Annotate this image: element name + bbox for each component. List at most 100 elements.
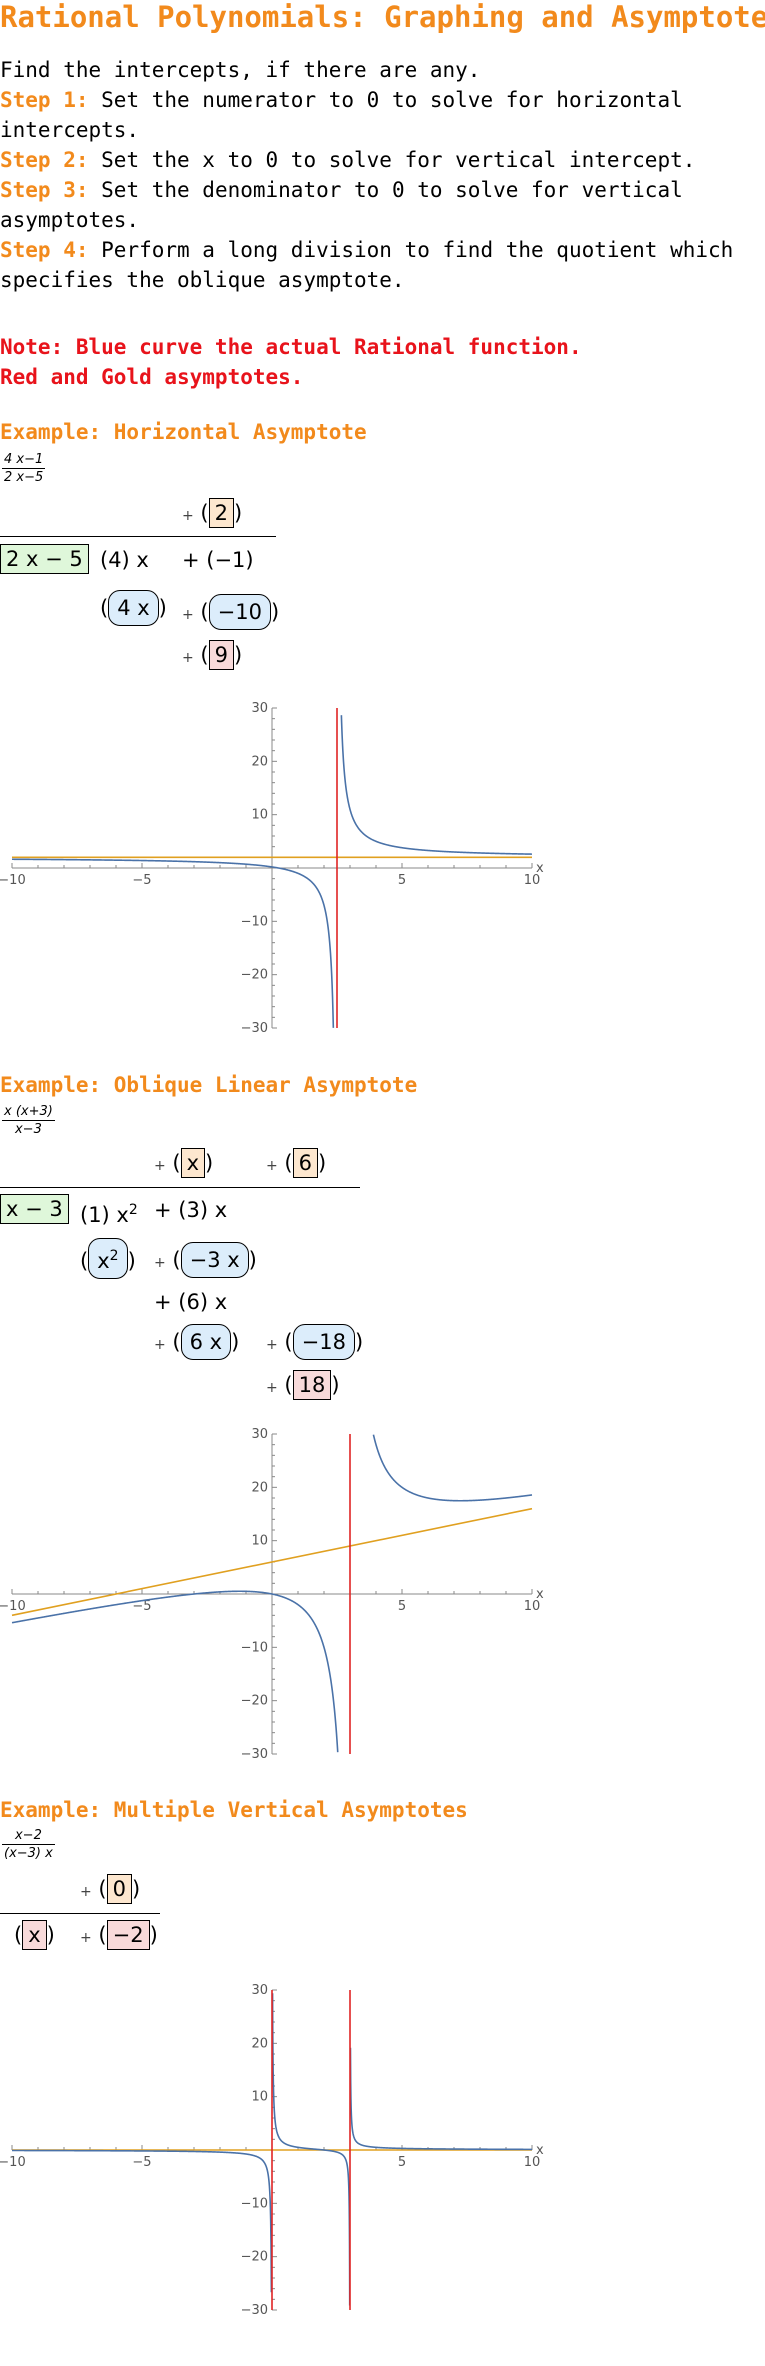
x-tick-label: 5 (398, 2155, 406, 2170)
divisor: (x) (14, 1920, 55, 1950)
x-tick-label: 5 (398, 1599, 406, 1614)
y-tick-label: 10 (251, 2090, 268, 2105)
subtract-term-4: + (−18) (266, 1324, 363, 1360)
quotient-term: + (0) (80, 1874, 140, 1904)
numerator: x (x+3) (2, 1104, 55, 1121)
denominator: (x−3) x (4, 1846, 53, 1861)
dividend-term-1: (4) x (100, 548, 149, 572)
y-tick-label: −10 (241, 1640, 268, 1655)
dividend-term-1: (1) x2 (80, 1202, 138, 1227)
x-tick-label: −5 (132, 1599, 151, 1614)
subtract-term-2: + (−3 x) (154, 1242, 257, 1278)
chart-horizontal-asymptote: −10 −5 5 10 −30 −20 −10 10 20 30 x (0, 701, 544, 1036)
chart-oblique-asymptote: −10 −5 5 10 −30 −20 −10 10 20 30 x (0, 1427, 544, 1762)
step-label: Step 4: (0, 238, 89, 262)
step-label: Step 1: (0, 88, 89, 112)
divisor: x − 3 (0, 1194, 69, 1224)
y-tick-label: 20 (251, 2036, 268, 2051)
step-text: Set the x to 0 to solve for vertical int… (88, 148, 696, 172)
step-2: Step 2: Set the x to 0 to solve for vert… (0, 148, 695, 172)
y-tick-label: −30 (241, 2303, 268, 2318)
page-title: Rational Polynomials: Graphing and Asymp… (0, 0, 765, 34)
dividend-term-2: + (−1) (182, 548, 254, 572)
division-bar (0, 536, 276, 537)
division-bar (0, 1187, 360, 1188)
subtract-box: −18 (292, 1324, 355, 1360)
step-4: Step 4: Perform a long division to find … (0, 238, 746, 292)
quotient-box: x (180, 1148, 206, 1178)
asymptote-line (11, 1507, 533, 1617)
remainder-box: 9 (208, 640, 234, 670)
quotient-box: 6 (292, 1148, 318, 1178)
y-tick-label: −20 (241, 2250, 268, 2265)
y-tick-label: −30 (241, 1747, 268, 1762)
denominator: x−3 (14, 1122, 42, 1137)
quotient-term-1: + (x) (154, 1148, 213, 1178)
intro-text: Find the intercepts, if there are any. (0, 58, 481, 82)
x-axis-label: x (536, 861, 544, 876)
divisor-box: x − 3 (0, 1194, 69, 1224)
y-tick-label: 10 (251, 1534, 268, 1549)
function-curve-segment (11, 858, 335, 1028)
subtract-box: −3 x (180, 1242, 249, 1278)
x-tick-label: 10 (524, 873, 541, 888)
divisor-box: 2 x − 5 (0, 544, 89, 574)
division-bar (0, 1913, 160, 1914)
x-axis-label: x (536, 2143, 544, 2158)
quotient-box: 2 (208, 498, 234, 528)
step-text: Set the numerator to 0 to solve for hori… (0, 88, 696, 142)
denominator: 2 x−5 (4, 470, 44, 485)
y-tick-label: 20 (251, 1480, 268, 1495)
subtract-box: x2 (88, 1238, 128, 1279)
step-label: Step 3: (0, 178, 89, 202)
mid-term: + (6) x (154, 1290, 228, 1314)
x-axis-label: x (536, 1587, 544, 1602)
x-tick-label: −10 (0, 1599, 26, 1614)
function-curve-segment (271, 1993, 351, 2306)
divisor: 2 x − 5 (0, 544, 89, 574)
step-3: Step 3: Set the denominator to 0 to solv… (0, 178, 695, 232)
function-curve-segment (349, 2047, 532, 2151)
function-curve-segment (11, 1590, 339, 1753)
x-tick-label: −10 (0, 2155, 26, 2170)
note-line-2: Red and Gold asymptotes. (0, 365, 304, 389)
chart-multiple-vertical-asymptotes: −10 −5 5 10 −30 −20 −10 10 20 30 x (0, 1983, 544, 2318)
y-tick-label: 30 (251, 1427, 268, 1442)
remainder-box: 18 (292, 1370, 332, 1400)
y-tick-label: −10 (241, 914, 268, 929)
example-3-title: Example: Multiple Vertical Asymptotes (0, 1798, 468, 1822)
divisor-box: x (22, 1920, 47, 1950)
dividend-term-2: + (3) x (154, 1198, 228, 1222)
quotient-term-2: + (6) (266, 1148, 326, 1178)
y-tick-label: 30 (251, 701, 268, 716)
y-tick-label: −20 (241, 968, 268, 983)
example-2-title: Example: Oblique Linear Asymptote (0, 1073, 418, 1097)
function-curve-segment (372, 1434, 533, 1502)
subtract-term-1: (x2) (80, 1238, 136, 1279)
x-tick-label: 10 (524, 1599, 541, 1614)
example-2-fraction: x (x+3) x−3 (2, 1104, 55, 1137)
remainder: + (9) (182, 640, 242, 670)
x-tick-label: −5 (132, 2155, 151, 2170)
function-curve-segment (12, 2149, 273, 2293)
y-tick-label: 20 (251, 754, 268, 769)
y-tick-label: 10 (251, 808, 268, 823)
remainder: + (−2) (80, 1920, 158, 1950)
subtract-box: 4 x (108, 590, 159, 626)
remainder: + (18) (266, 1370, 340, 1400)
step-1: Step 1: Set the numerator to 0 to solve … (0, 88, 695, 142)
x-tick-label: −5 (132, 873, 151, 888)
subtract-term-1: (4 x) (100, 590, 167, 626)
function-curve-segment (340, 715, 532, 855)
subtract-box: 6 x (180, 1324, 232, 1360)
example-1-title: Example: Horizontal Asymptote (0, 420, 367, 444)
quotient-term: + (2) (182, 498, 242, 528)
y-tick-label: −30 (241, 1021, 268, 1036)
x-tick-label: 5 (398, 873, 406, 888)
y-tick-label: −10 (241, 2196, 268, 2211)
example-1-fraction: 4 x−1 2 x−5 (2, 452, 46, 485)
note-block: Note: Blue curve the actual Rational fun… (0, 332, 582, 392)
example-3-fraction: x−2 (x−3) x (2, 1828, 55, 1861)
x-tick-label: 10 (524, 2155, 541, 2170)
step-text: Perform a long division to find the quot… (0, 238, 746, 292)
